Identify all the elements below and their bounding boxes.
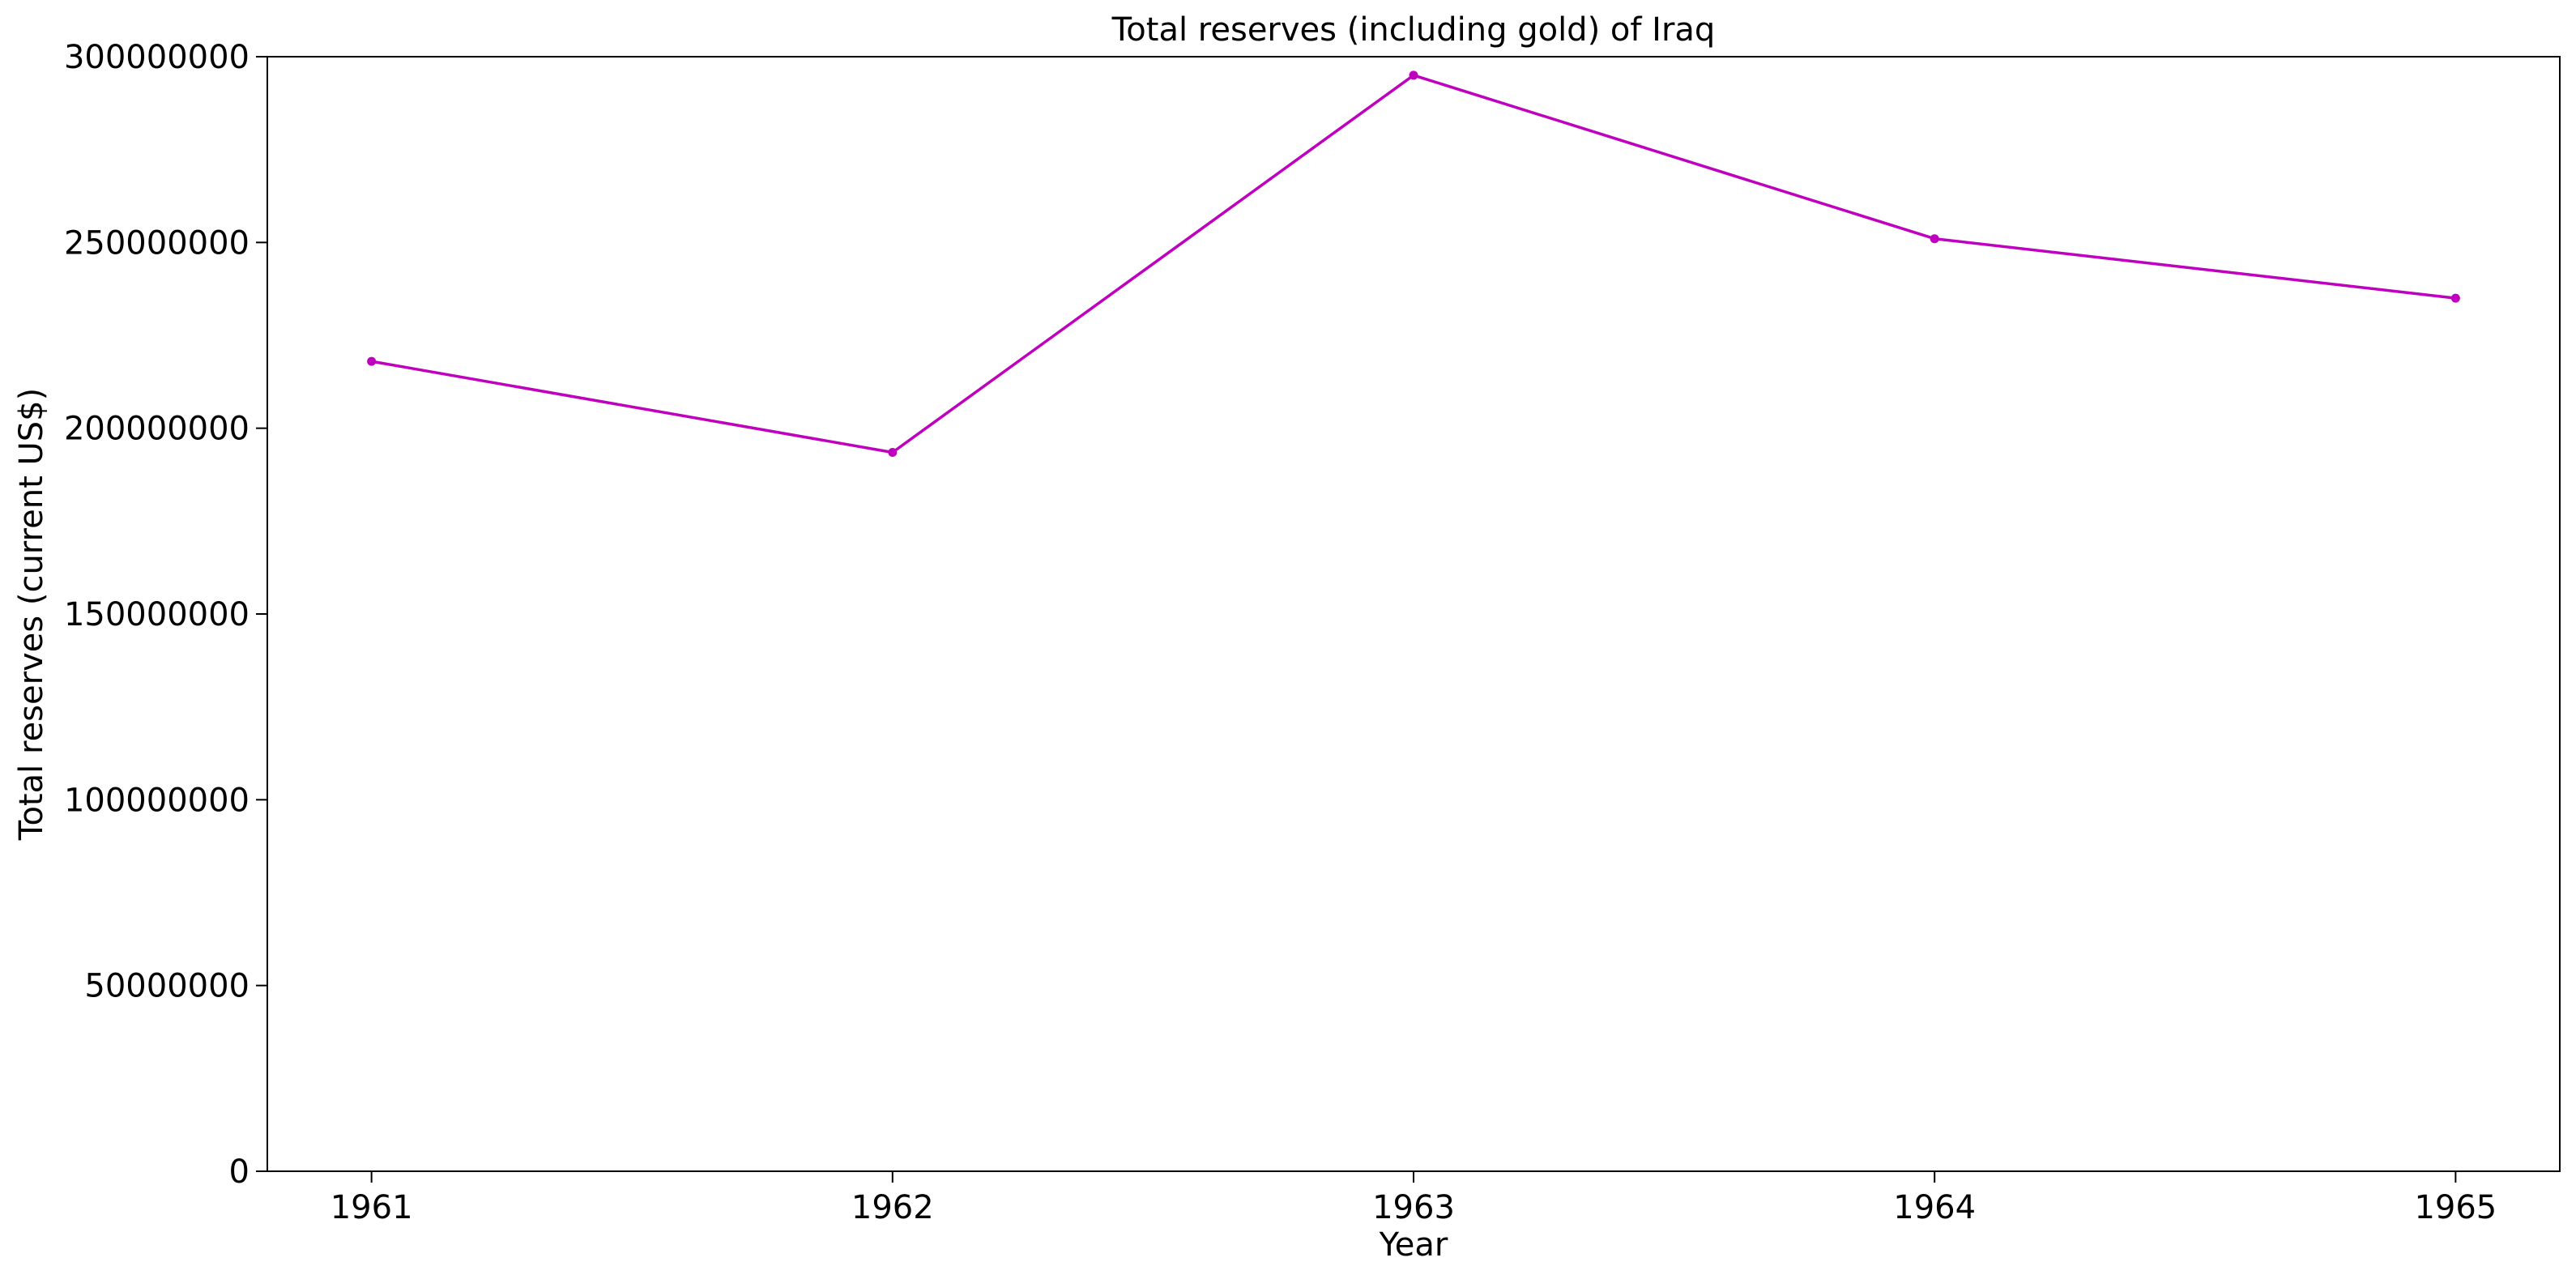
y-axis-ticks: 0 50000000 100000000 150000000 200000000 2500… bbox=[64, 39, 267, 1191]
series-layer bbox=[367, 70, 2460, 457]
x-tick-label: 1964 bbox=[1893, 1189, 1976, 1226]
y-tick-label: 300000000 bbox=[64, 39, 249, 76]
y-tick-label: 150000000 bbox=[64, 596, 249, 633]
x-axis-title: Year bbox=[1379, 1226, 1448, 1264]
data-point bbox=[367, 356, 377, 366]
x-tick-label: 1963 bbox=[1372, 1189, 1455, 1226]
data-point bbox=[2450, 293, 2460, 303]
y-tick-label: 250000000 bbox=[64, 224, 249, 262]
data-point bbox=[1930, 234, 1939, 244]
y-axis-title: Total reserves (current US$) bbox=[13, 388, 50, 841]
x-tick-label: 1962 bbox=[851, 1189, 934, 1226]
data-point bbox=[1409, 70, 1418, 80]
x-tick-label: 1965 bbox=[2414, 1189, 2497, 1226]
x-axis-ticks: 1961 1962 1963 1964 1965 bbox=[331, 1171, 2497, 1226]
data-point bbox=[888, 447, 898, 457]
chart-title: Total reserves (including gold) of Iraq bbox=[1111, 11, 1716, 49]
y-tick-label: 50000000 bbox=[84, 968, 249, 1005]
x-tick-label: 1961 bbox=[331, 1189, 413, 1226]
y-tick-label: 200000000 bbox=[64, 411, 249, 448]
y-tick-label: 100000000 bbox=[64, 782, 249, 819]
y-tick-label: 0 bbox=[229, 1153, 249, 1191]
